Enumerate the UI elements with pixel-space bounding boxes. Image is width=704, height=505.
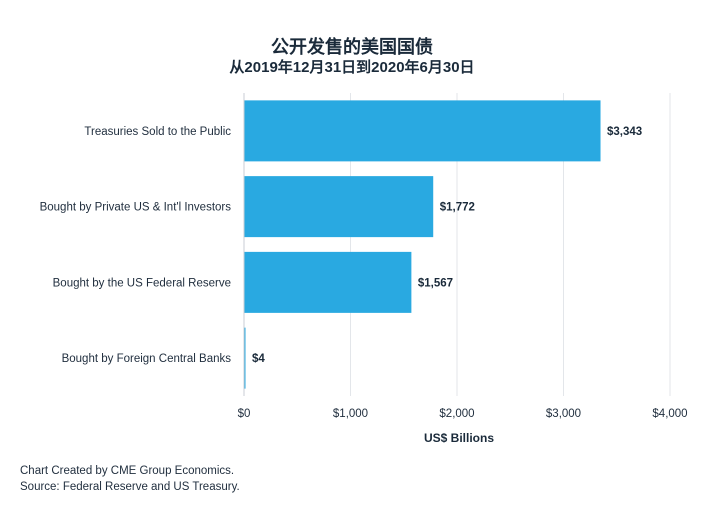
bar	[244, 327, 246, 389]
x-tick-label: $1,000	[333, 408, 368, 420]
chart-credit: Chart Created by CME Group Economics.	[20, 465, 235, 477]
chart-title: 公开发售的美国国债	[271, 37, 433, 57]
x-tick-label: $3,000	[546, 408, 581, 420]
category-label: Bought by the US Federal Reserve	[53, 277, 231, 289]
x-tick-label: $0	[238, 408, 251, 420]
bar	[244, 100, 601, 162]
data-label: $3,343	[607, 126, 642, 138]
category-label: Treasuries Sold to the Public	[84, 126, 231, 138]
x-axis-title: US$ Billions	[424, 431, 494, 445]
chart-source: Source: Federal Reserve and US Treasury.	[20, 481, 240, 493]
chart-subtitle: 从2019年12月31日到2020年6月30日	[229, 59, 475, 76]
bar	[244, 176, 434, 238]
data-label: $4	[252, 353, 265, 365]
x-tick-label: $2,000	[439, 408, 474, 420]
x-tick-label: $4,000	[652, 408, 687, 420]
bar-chart: $0 $1,000 $2,000 $3,000 $4,000 Treasuries Sol…	[40, 93, 688, 445]
bar	[244, 251, 412, 313]
category-label: Bought by Foreign Central Banks	[62, 353, 232, 365]
category-label: Bought by Private US & Int'l Investors	[40, 202, 232, 214]
data-label: $1,772	[440, 202, 475, 214]
data-label: $1,567	[418, 277, 453, 289]
